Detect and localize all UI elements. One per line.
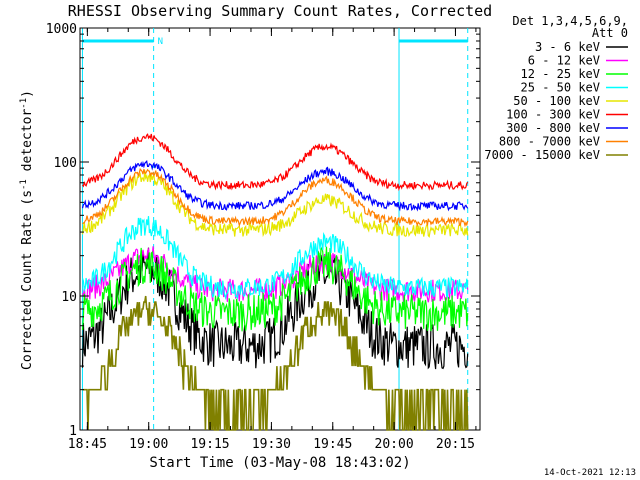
- legend-entry-label: 12 - 25 keV: [521, 67, 600, 81]
- legend-entry-label: 6 - 12 keV: [528, 54, 600, 68]
- plot-area: N 1 10 100 1000 18:45 19:00 19:15 19:30 19:45 20…: [46, 22, 481, 452]
- legend-header: Det 1,3,4,5,6,9,: [512, 14, 628, 28]
- series-line: [81, 216, 469, 301]
- y-axis-label-part: ): [20, 90, 35, 98]
- legend-header: Att 0: [592, 26, 628, 40]
- y-axis: 1 10 100 1000: [46, 22, 480, 439]
- legend-entry-label: 800 - 7000 keV: [499, 135, 600, 149]
- plot-frame: [79, 27, 481, 431]
- series-line: [81, 246, 469, 332]
- footer-date: 14-Oct-2021 12:13: [544, 468, 636, 478]
- x-tick-label: 19:45: [313, 437, 352, 452]
- x-tick-label: 19:30: [252, 437, 291, 452]
- series-layer: [81, 133, 469, 431]
- y-axis-label: Corrected Count Rate (s-1 detector-1): [19, 90, 35, 370]
- series-line: [81, 170, 469, 238]
- chart-title: RHESSI Observing Summary Count Rates, Co…: [68, 2, 492, 20]
- night-bar-label: N: [158, 37, 163, 47]
- y-tick-label: 1000: [46, 22, 77, 37]
- legend-entry-label: 50 - 100 keV: [513, 94, 600, 108]
- y-tick-label: 10: [61, 290, 77, 305]
- series-line: [82, 295, 469, 431]
- series-line: [82, 133, 469, 192]
- x-axis: 18:45 19:00 19:15 19:30 19:45 20:00 20:15: [68, 28, 477, 452]
- y-axis-label-superscript: -1: [19, 98, 29, 109]
- series-line: [82, 167, 469, 228]
- x-tick-label: 19:00: [129, 437, 168, 452]
- x-tick-label: 20:00: [375, 437, 414, 452]
- x-axis-label: Start Time (03-May-08 18:43:02): [149, 455, 410, 471]
- x-tick-label: 19:15: [190, 437, 229, 452]
- legend-entry-label: 100 - 300 keV: [506, 108, 600, 122]
- y-tick-label: 100: [54, 156, 77, 171]
- legend-entry-label: 300 - 800 keV: [506, 121, 600, 135]
- legend-entry-label: 7000 - 15000 keV: [484, 148, 600, 162]
- y-axis-label-superscript: -1: [19, 179, 29, 190]
- series-line: [81, 160, 469, 212]
- y-axis-label-part: detector: [20, 109, 35, 180]
- x-tick-label: 20:15: [436, 437, 475, 452]
- x-tick-label: 18:45: [68, 437, 107, 452]
- y-axis-label-part: Corrected Count Rate (s: [20, 190, 35, 370]
- legend-entry-label: 25 - 50 keV: [521, 81, 600, 95]
- y-tick-label: 1: [69, 424, 77, 439]
- series-line: [81, 247, 469, 370]
- legend-entry-label: 3 - 6 keV: [535, 40, 600, 54]
